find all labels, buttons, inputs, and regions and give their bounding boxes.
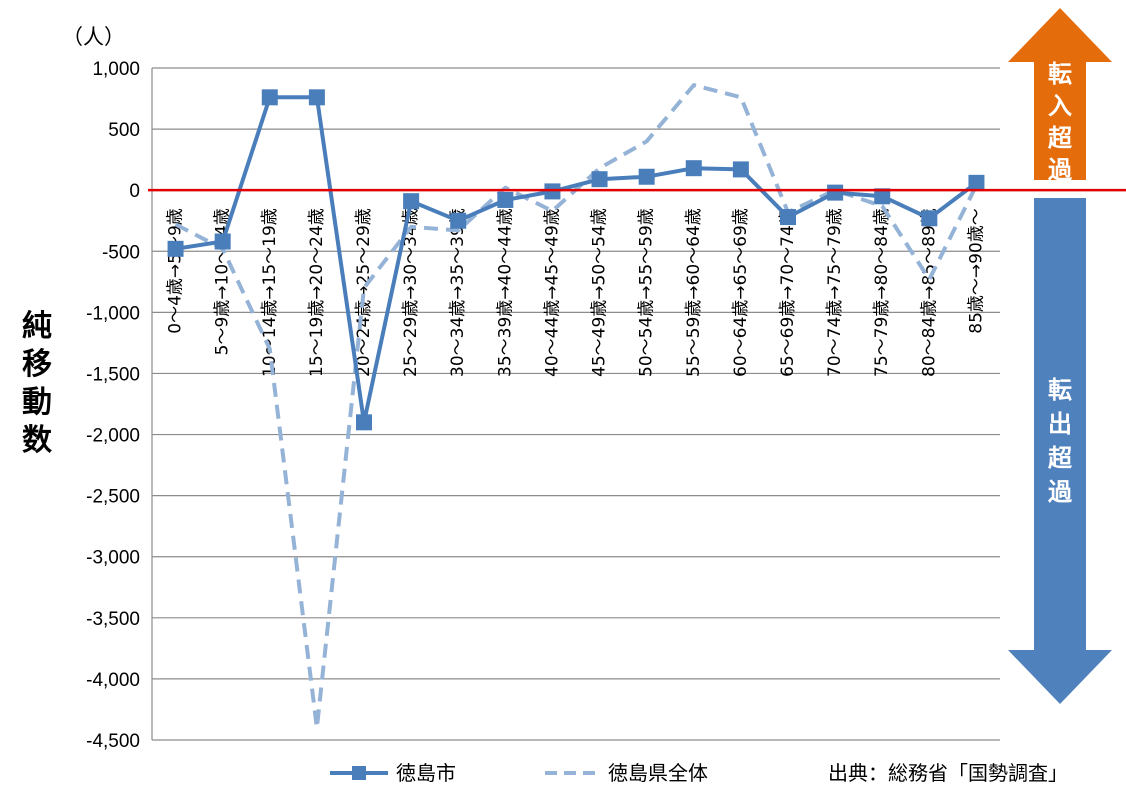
x-category-label: 35～39歳→40～44歳 [495,208,515,377]
x-category-label: 40～44歳→45～49歳 [542,208,562,377]
x-category-label: 80～84歳→85～89歳 [919,208,939,377]
x-category-label: 20～24歳→25～29歳 [354,208,374,377]
x-category-label: 60～64歳→65～69歳 [731,208,751,377]
y-tick-label: -3,500 [86,609,140,630]
series-1-marker [638,168,655,185]
series-1-marker [450,212,467,229]
x-category-label: 70～74歳→75～79歳 [825,208,845,377]
series-1-marker [403,193,420,210]
series-1-marker [968,174,985,191]
series-1-marker [732,161,749,178]
gridlines [151,67,1000,741]
series-1-marker [921,210,938,227]
y-tick-label: -2,000 [86,426,140,447]
series-1-marker [308,89,325,106]
y-tick-label: -500 [102,242,140,263]
y-tick-label: -1,000 [86,303,140,324]
arrow-in: 転入超過 [1008,8,1112,184]
series-1-marker [591,171,608,188]
legend-marker-series-1 [352,766,366,780]
legend-label-series-1: 徳島市 [396,761,456,785]
y-tick-label: 500 [108,120,140,141]
x-category-label: 65～69歳→70～74歳 [778,208,798,377]
y-tick-label: -2,500 [86,487,140,508]
legend-label-series-2: 徳島県全体 [608,761,708,785]
unit-label: （人） [62,25,125,49]
series-lines [167,83,985,730]
x-category-labels: 0～4歳→5～9歳 5～9歳→10～14歳 10～14歳→15～19歳 15～19歳→… [166,208,987,377]
series-line-2 [174,83,979,730]
series-1-marker [214,233,231,250]
x-category-label: 30～34歳→35～39歳 [448,208,468,377]
arrow-out: 転出超過 [1008,198,1112,704]
source-note: 出典：総務省「国勢調査」 [828,761,1068,785]
series-1-marker [780,209,796,226]
series-1-marker [261,89,278,106]
y-tick-label: 1,000 [92,59,140,80]
x-category-label: 10～14歳→15～19歳 [260,208,280,377]
series-1-marker [685,160,702,177]
x-category-label: 85歳～→90歳～ [966,208,986,334]
y-tick-label: -3,000 [86,548,140,569]
y-tick-label: -1,500 [86,364,140,385]
y-tick-label: -4,500 [86,731,140,752]
x-category-label: 25～29歳→30～34歳 [401,208,421,377]
arrow-up-icon [1008,8,1112,180]
arrow-out-label: 転出超過 [1048,376,1073,506]
arrow-in-label: 転入超過 [1048,60,1073,184]
series-1-marker [827,184,844,201]
y-tick-label: -4,000 [86,670,140,691]
y-axis: 1,000 500 0 -500 -1,000 -1,500 -2,000 -2,500 -3,… [86,59,140,752]
series-1-marker [167,240,184,257]
x-category-label: 5～9歳→10～14歳 [213,208,233,355]
arrow-down-icon [1008,198,1112,704]
series-1-marker [356,414,372,431]
x-category-label: 55～59歳→60～64歳 [684,208,704,377]
legend: 徳島市 徳島県全体 出典：総務省「国勢調査」 [330,761,1068,785]
series-1-marker [874,188,891,205]
x-category-label: 0～4歳→5～9歳 [166,208,186,334]
x-category-label: 45～49歳→50～54歳 [590,208,610,377]
y-axis-title: 純移動数 [22,309,53,458]
y-tick-label: 0 [129,181,140,202]
x-category-label: 75～79歳→80～84歳 [872,208,892,377]
x-category-label: 50～54歳→55～59歳 [637,208,657,377]
series-1-marker [497,191,514,208]
x-category-label: 15～19歳→20～24歳 [307,208,327,377]
